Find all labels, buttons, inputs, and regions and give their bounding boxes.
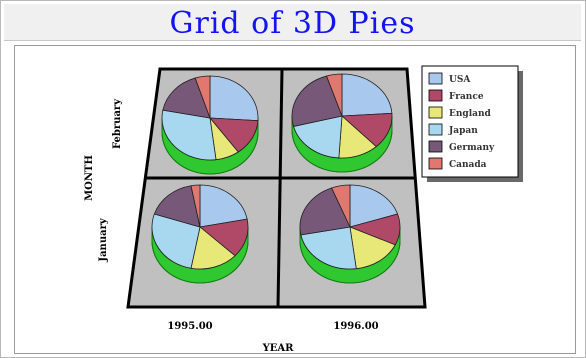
pie-slice-germany <box>299 187 351 236</box>
y-axis-label: MONTH <box>84 155 95 201</box>
legend-label-france: France <box>449 92 484 102</box>
pie-slice-canada <box>331 184 351 228</box>
pie-february-1996-00 <box>291 73 393 173</box>
title-bar: Grid of 3D Pies <box>4 4 581 41</box>
pie-slice-usa <box>199 184 248 228</box>
chart-title: Grid of 3D Pies <box>169 6 416 41</box>
pie-january-1995-00 <box>151 184 249 284</box>
x-axis-label: YEAR <box>262 343 295 354</box>
legend-swatch-canada <box>428 157 443 170</box>
pie-january-1996-00 <box>299 184 401 284</box>
pie-slice-japan <box>293 115 343 159</box>
pie-slice-canada <box>194 75 211 119</box>
pie-slice-usa <box>209 75 259 122</box>
legend-label-canada: Canada <box>449 160 487 170</box>
y-tick-label-february: February <box>112 98 123 149</box>
pie-february-1995-00 <box>161 75 259 175</box>
pie-slice-england <box>349 226 396 270</box>
legend-swatch-japan <box>428 123 443 136</box>
legend-swatch-france <box>428 89 443 102</box>
legend-swatch-usa <box>428 72 443 85</box>
pie-slice-usa <box>349 184 399 228</box>
axis-labels: 1995.00 1996.00 YEAR January February MO… <box>84 98 379 354</box>
x-tick-label-1995: 1995.00 <box>167 321 212 332</box>
pie-slice-england <box>190 226 236 270</box>
legend-label-england: England <box>449 109 491 119</box>
legend-label-germany: Germany <box>449 143 495 153</box>
pie-slice-japan <box>161 109 217 161</box>
x-tick-label-1996: 1996.00 <box>333 321 378 332</box>
legend: USA France England Japan Germany Canada <box>421 65 523 182</box>
legend-swatch-germany <box>428 140 443 153</box>
pie-slice-germany <box>162 77 211 119</box>
pie-slice-germany <box>153 185 201 228</box>
y-tick-label-january: January <box>98 217 109 263</box>
pie-slice-canada <box>326 73 343 117</box>
legend-swatch-england <box>428 106 443 119</box>
legend-label-japan: Japan <box>448 126 478 136</box>
pies-group <box>151 73 401 284</box>
pie-slice-usa <box>341 73 393 117</box>
pie-slice-germany <box>291 75 343 127</box>
pie-slice-canada <box>190 184 201 228</box>
pie-slice-japan <box>300 226 357 270</box>
legend-label-usa: USA <box>449 75 471 85</box>
grid-divider-vertical <box>276 68 284 308</box>
pie-slice-japan <box>151 213 201 269</box>
